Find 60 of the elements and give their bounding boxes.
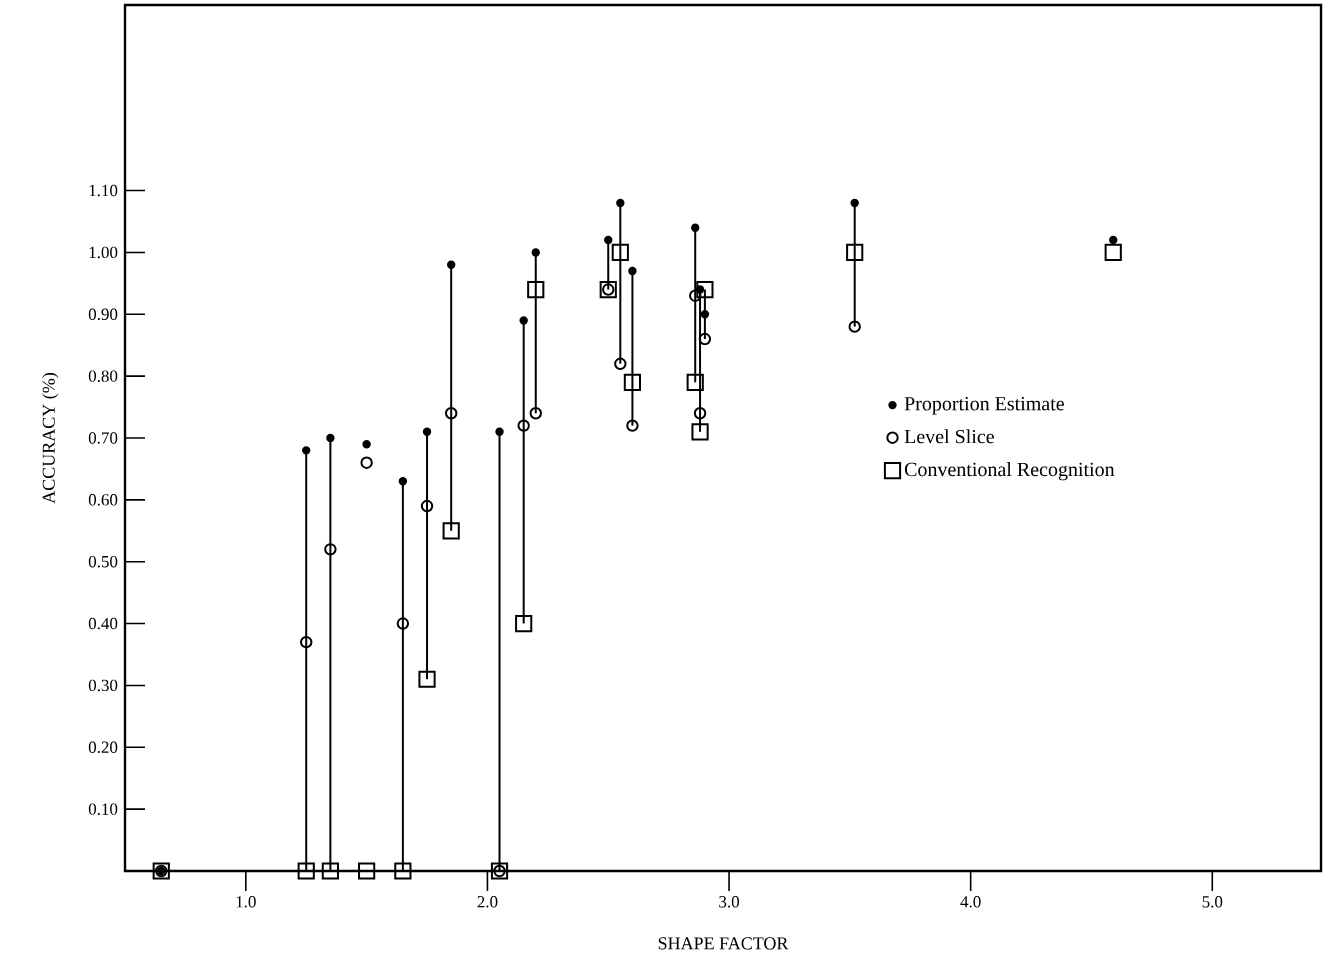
point <box>846 243 864 262</box>
point <box>300 635 313 649</box>
point <box>398 477 408 486</box>
point <box>691 423 709 441</box>
point <box>420 499 434 513</box>
legend-label: Level Slice <box>904 429 994 444</box>
point <box>418 670 436 688</box>
point <box>515 614 533 633</box>
point <box>396 617 410 630</box>
y-tick-label: 1.00 <box>89 246 118 259</box>
point <box>326 433 335 443</box>
point <box>527 280 545 299</box>
x-tick-label: 1.0 <box>236 896 256 908</box>
point <box>297 862 315 880</box>
point <box>1104 243 1122 262</box>
point <box>848 320 861 333</box>
point <box>616 198 625 208</box>
y-tick-label: 0.40 <box>88 617 118 630</box>
point <box>626 419 639 432</box>
point <box>446 260 456 269</box>
point <box>394 862 412 880</box>
y-tick-label: 0.50 <box>88 555 118 568</box>
point <box>686 373 704 391</box>
point <box>422 427 432 437</box>
x-tick-label: 2.0 <box>477 896 498 908</box>
y-tick-label: 1.10 <box>89 184 118 197</box>
point <box>362 439 371 449</box>
point <box>628 266 637 276</box>
point <box>324 543 337 556</box>
point <box>358 862 376 880</box>
point <box>614 357 627 370</box>
y-axis-title: ACCURACY (%) <box>42 373 59 504</box>
x-tick-label: 5.0 <box>1202 896 1223 908</box>
point <box>517 419 530 432</box>
y-tick-label: 0.90 <box>88 308 118 321</box>
x-tick-label: 3.0 <box>719 896 740 908</box>
point <box>360 456 373 469</box>
point <box>693 407 707 420</box>
point <box>623 373 642 391</box>
y-tick-label: 0.30 <box>88 679 118 692</box>
x-tick-label: 4.0 <box>960 896 981 908</box>
point <box>444 407 458 420</box>
point <box>698 332 712 346</box>
point <box>495 427 504 437</box>
point <box>604 235 613 245</box>
y-tick-label: 0.70 <box>88 432 118 444</box>
point <box>321 862 339 880</box>
point <box>529 407 542 420</box>
y-tick-label: 0.80 <box>88 370 118 382</box>
point <box>611 243 629 262</box>
legend-label: Conventional Recognition <box>904 462 1115 481</box>
y-tick-label: 0.10 <box>88 803 118 815</box>
point <box>850 198 859 208</box>
legend-label: Proportion Estimate <box>904 397 1064 415</box>
point <box>442 522 460 540</box>
point <box>1109 235 1118 245</box>
y-tick-label: 0.60 <box>88 494 118 506</box>
point <box>700 310 710 319</box>
x-axis-title: SHAPE FACTOR <box>658 937 789 950</box>
y-tick-label: 0.20 <box>88 741 118 754</box>
